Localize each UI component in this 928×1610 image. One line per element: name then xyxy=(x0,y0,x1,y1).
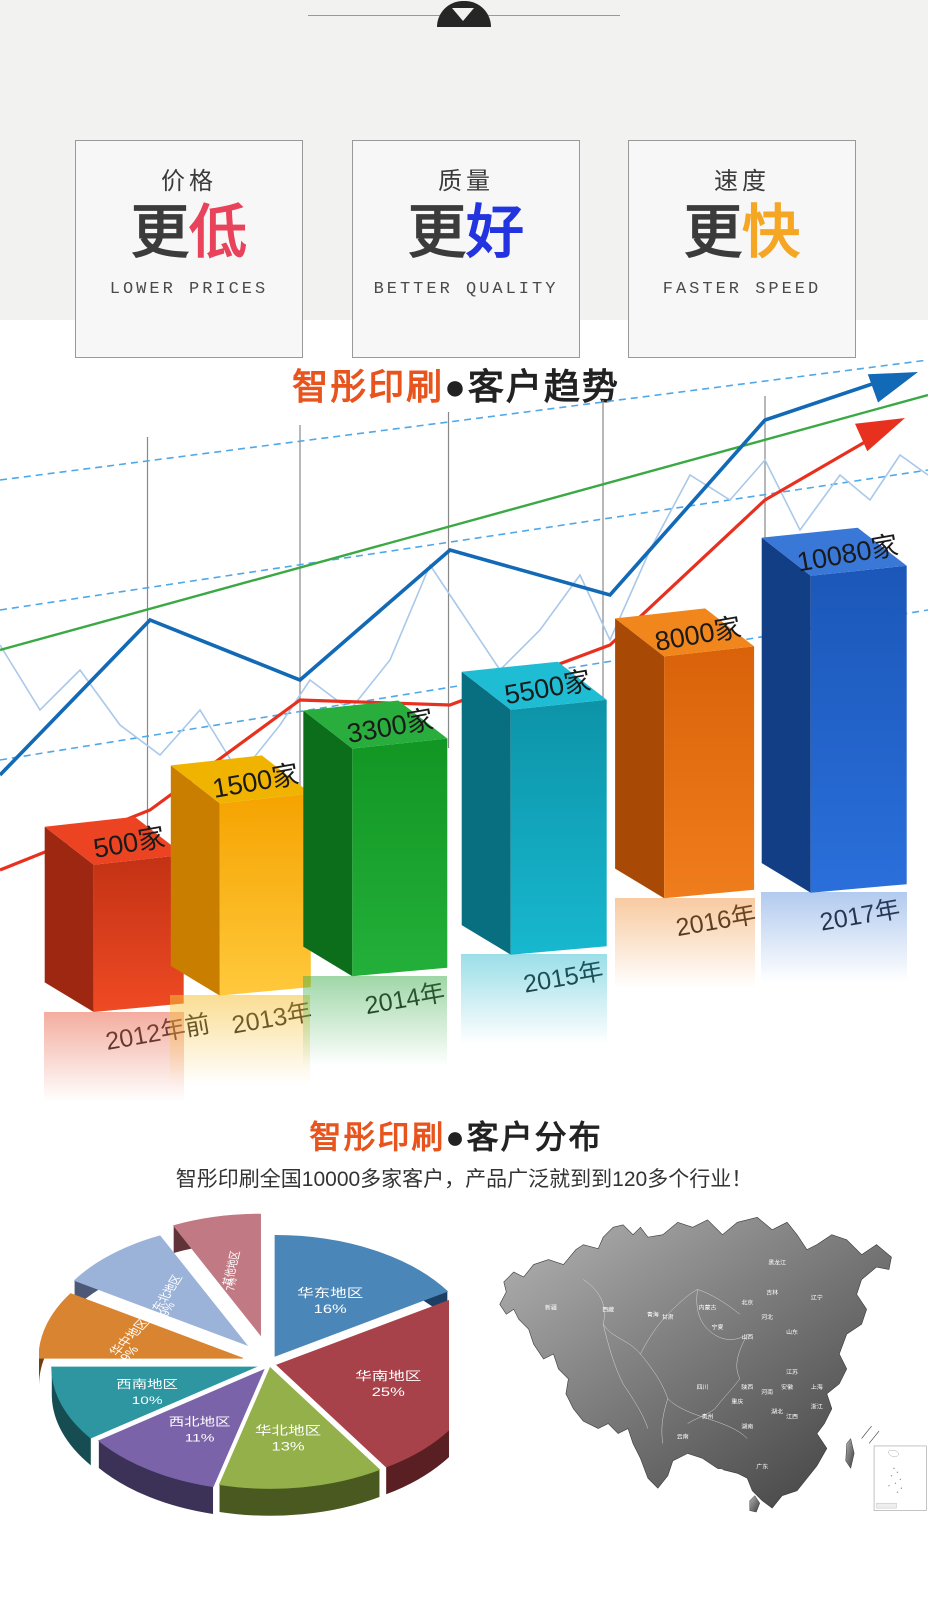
svg-text:内蒙古: 内蒙古 xyxy=(699,1303,717,1311)
svg-text:甘肃: 甘肃 xyxy=(662,1313,674,1321)
svg-text:华北地区: 华北地区 xyxy=(255,1424,321,1438)
svg-text:黑龙江: 黑龙江 xyxy=(768,1259,786,1267)
svg-text:陕西: 陕西 xyxy=(741,1383,753,1391)
svg-text:安徽: 安徽 xyxy=(781,1383,793,1391)
svg-text:13%: 13% xyxy=(272,1440,305,1453)
svg-text:宁夏: 宁夏 xyxy=(712,1323,724,1331)
svg-text:华东地区: 华东地区 xyxy=(297,1286,363,1300)
svg-text:贵州: 贵州 xyxy=(702,1413,714,1421)
svg-text:辽宁: 辽宁 xyxy=(811,1293,823,1301)
svg-text:广东: 广东 xyxy=(756,1462,768,1470)
svg-text:福建: 福建 xyxy=(821,1428,833,1436)
svg-text:16%: 16% xyxy=(314,1303,347,1316)
svg-text:浙江: 浙江 xyxy=(811,1403,823,1411)
svg-text:山西: 山西 xyxy=(741,1333,753,1341)
svg-text:西南地区: 西南地区 xyxy=(116,1378,178,1391)
svg-text:10%: 10% xyxy=(132,1394,163,1407)
svg-text:四川: 四川 xyxy=(697,1384,709,1391)
svg-text:青海: 青海 xyxy=(647,1311,659,1319)
svg-text:重庆: 重庆 xyxy=(731,1398,743,1406)
svg-text:西藏: 西藏 xyxy=(602,1306,614,1314)
svg-text:11%: 11% xyxy=(185,1432,215,1445)
svg-text:新疆: 新疆 xyxy=(545,1303,557,1311)
svg-text:吉林: 吉林 xyxy=(766,1288,778,1296)
svg-text:上海: 上海 xyxy=(811,1383,823,1391)
svg-text:西北地区: 西北地区 xyxy=(169,1416,231,1429)
svg-text:华南地区: 华南地区 xyxy=(355,1369,421,1383)
svg-text:河北: 河北 xyxy=(761,1313,773,1321)
svg-text:广西: 广西 xyxy=(712,1467,724,1475)
svg-text:湖北: 湖北 xyxy=(771,1408,783,1416)
svg-text:25%: 25% xyxy=(372,1386,405,1399)
svg-text:云南: 云南 xyxy=(677,1433,689,1441)
svg-text:湖南: 湖南 xyxy=(741,1423,753,1431)
svg-text:河南: 河南 xyxy=(761,1388,773,1396)
svg-text:江苏: 江苏 xyxy=(786,1368,798,1376)
svg-text:北京: 北京 xyxy=(741,1298,753,1306)
svg-text:山东: 山东 xyxy=(786,1328,798,1336)
svg-text:江西: 江西 xyxy=(786,1414,798,1421)
